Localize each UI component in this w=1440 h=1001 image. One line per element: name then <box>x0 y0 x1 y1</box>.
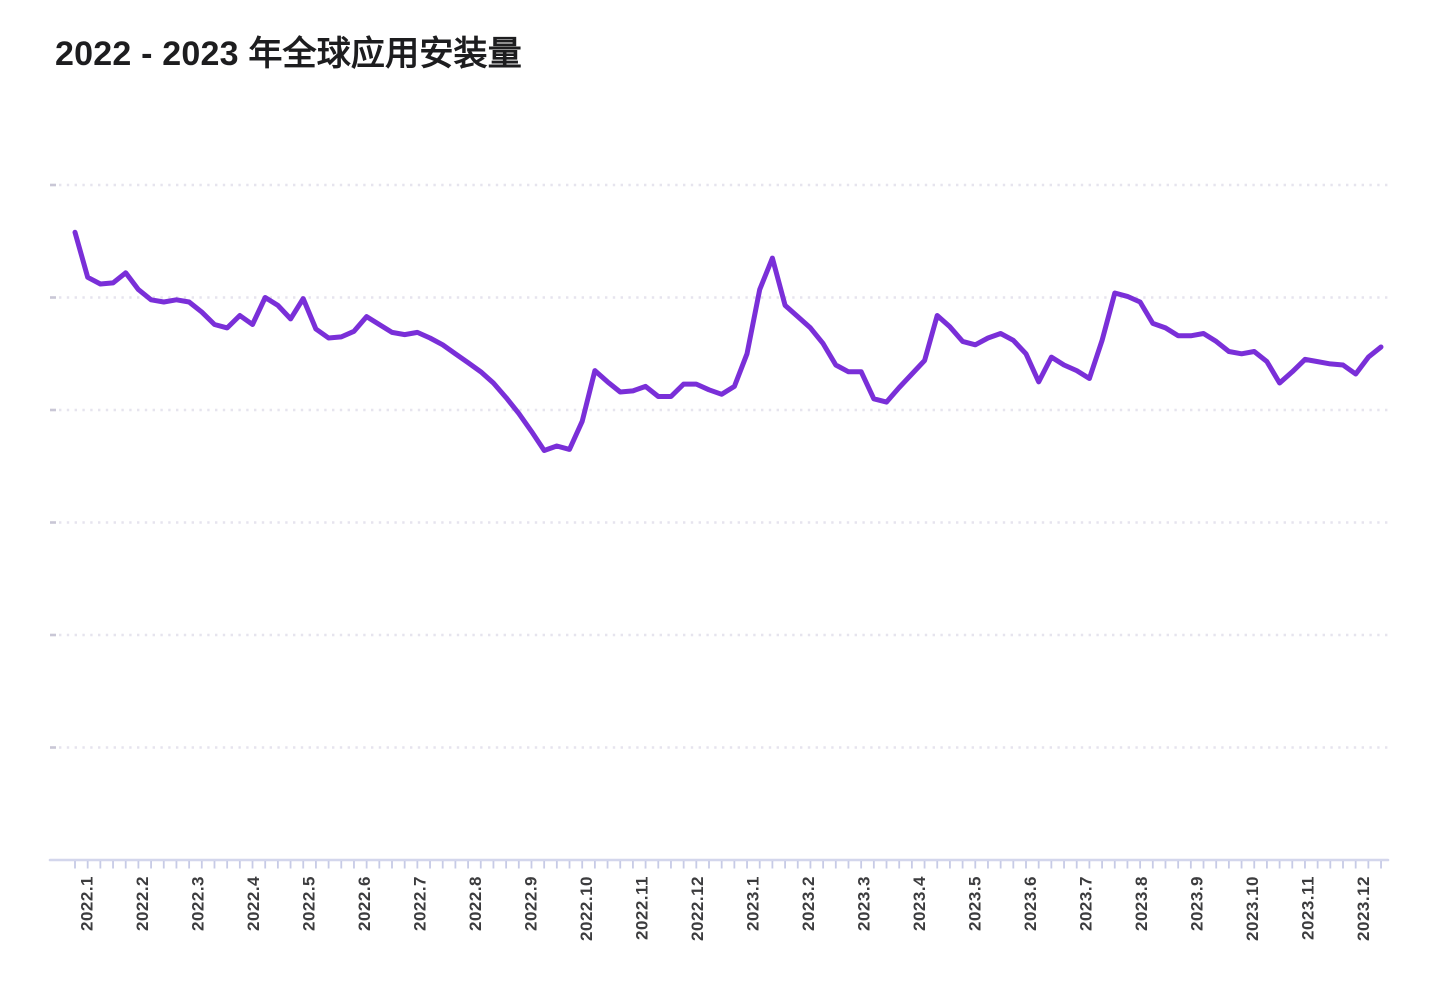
x-axis-label: 2022.8 <box>466 876 485 931</box>
x-axis-ticks <box>74 861 1382 869</box>
page-title: 2022 - 2023 年全球应用安装量 <box>55 35 522 73</box>
x-axis-label: 2022.6 <box>355 876 374 931</box>
x-axis-label: 2023.6 <box>1021 876 1040 931</box>
x-axis-labels: 2022.1 2022.2 2022.3 2022.4 2022.5 2022.6 2022… <box>78 876 1374 941</box>
x-axis-label: 2022.4 <box>244 876 263 931</box>
x-axis-label: 2022.12 <box>688 876 707 941</box>
x-axis-label: 2023.4 <box>910 876 929 931</box>
x-axis-label: 2023.9 <box>1188 876 1207 931</box>
x-axis-label: 2022.10 <box>577 876 596 941</box>
x-axis-label: 2023.2 <box>799 876 818 931</box>
x-axis-label: 2023.8 <box>1132 876 1151 931</box>
x-axis-label: 2022.2 <box>133 876 152 931</box>
x-axis-label: 2023.1 <box>744 876 763 931</box>
x-axis-label: 2022.7 <box>411 876 430 931</box>
x-axis-label: 2023.3 <box>855 876 874 931</box>
x-axis-label: 2023.5 <box>966 876 985 931</box>
x-axis-label: 2022.11 <box>633 876 652 940</box>
x-axis-label: 2022.1 <box>78 876 97 931</box>
x-axis-label: 2023.7 <box>1077 876 1096 931</box>
gridlines <box>50 183 1388 749</box>
x-axis-label: 2023.11 <box>1299 876 1318 940</box>
x-axis-label: 2022.9 <box>522 876 541 931</box>
x-axis-label: 2023.12 <box>1354 876 1373 941</box>
series-line <box>72 229 1384 453</box>
x-axis-label: 2023.10 <box>1243 876 1262 941</box>
x-axis-label: 2022.3 <box>189 876 208 931</box>
x-axis-label: 2022.5 <box>300 876 319 931</box>
